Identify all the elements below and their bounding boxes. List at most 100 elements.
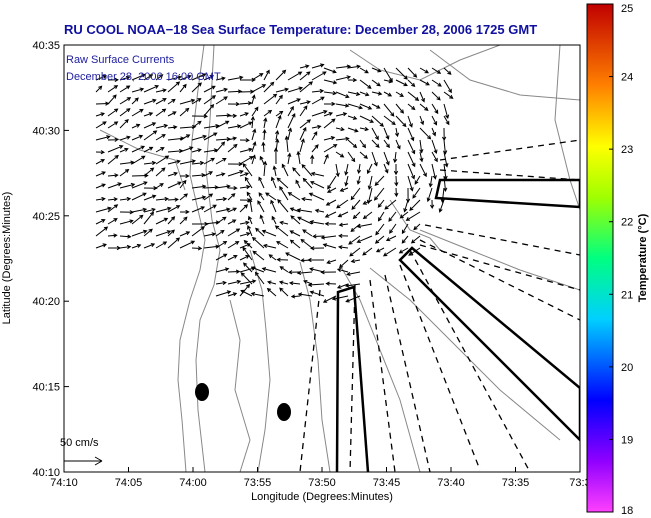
- current-vector-arrow: [287, 112, 296, 129]
- x-axis-label: Longitude (Degrees:Minutes): [251, 491, 393, 503]
- current-vector-arrow: [179, 209, 190, 215]
- x-tick-label: 74:00: [179, 477, 207, 489]
- current-vector-arrow: [143, 98, 157, 105]
- current-vector-arrow: [285, 252, 301, 261]
- current-vector-arrow: [167, 237, 181, 249]
- current-vector-arrow: [345, 295, 361, 303]
- current-vector-arrow: [248, 198, 253, 213]
- scale-arrow: 50 cm/s: [60, 437, 103, 466]
- current-vector-arrow: [324, 221, 337, 226]
- current-vector-arrow: [143, 186, 158, 191]
- current-vector-arrow: [419, 115, 425, 126]
- current-vector-arrow: [239, 184, 251, 190]
- current-vector-arrow: [371, 151, 378, 167]
- current-vector-arrow: [356, 163, 362, 175]
- bathymetry-contours: [99, 45, 580, 472]
- current-vector-arrow: [155, 74, 164, 81]
- current-vector-arrow: [95, 112, 105, 117]
- current-vector-arrow: [309, 181, 325, 189]
- current-vector-arrow: [356, 223, 373, 229]
- current-vector-arrow: [382, 247, 397, 257]
- current-vector-arrow: [251, 141, 257, 153]
- current-vector-arrow: [131, 192, 147, 201]
- x-tick-label: 73:3: [569, 477, 590, 489]
- chart-title: RU COOL NOAA−18 Sea Surface Temperature:…: [64, 22, 537, 37]
- current-vector-arrow: [167, 181, 182, 189]
- current-vector-arrow: [239, 220, 250, 225]
- current-vector-arrow: [203, 132, 218, 141]
- current-vector-arrow: [131, 214, 144, 225]
- current-vector-arrow: [314, 208, 325, 213]
- current-vector-arrow: [338, 222, 349, 227]
- current-vector-arrow: [311, 88, 325, 94]
- current-vector-arrow: [371, 127, 379, 141]
- current-vector-arrow: [215, 76, 226, 81]
- current-vector-arrow: [405, 211, 421, 221]
- current-vector-arrow: [239, 112, 249, 117]
- current-vector-arrow: [119, 118, 129, 129]
- current-vector-arrow: [167, 98, 176, 105]
- current-vector-arrow: [407, 175, 414, 192]
- marker-blob-east: [277, 403, 291, 421]
- current-vector-arrow: [131, 145, 146, 153]
- current-vector-arrow: [299, 105, 308, 117]
- current-vector-arrow: [262, 160, 268, 177]
- current-vector-arrow: [327, 175, 337, 190]
- current-vector-arrow: [274, 225, 289, 237]
- current-vector-arrow: [374, 175, 385, 186]
- current-vector-arrow: [362, 211, 373, 220]
- current-vector-arrow: [359, 67, 369, 74]
- current-vector-arrow: [242, 246, 253, 261]
- current-vector-arrow: [431, 163, 437, 180]
- current-vector-arrow: [119, 219, 134, 225]
- current-vector-arrow: [371, 139, 380, 148]
- current-vector-arrow: [323, 67, 337, 74]
- current-vector-arrow: [335, 163, 340, 178]
- current-vector-arrow: [191, 246, 203, 251]
- current-vector-arrow: [395, 115, 407, 128]
- current-vector-arrow: [431, 91, 441, 101]
- y-tick-label: 40:25: [32, 211, 60, 223]
- current-vector-arrow: [322, 243, 337, 249]
- current-vector-arrow: [227, 124, 242, 129]
- current-vector-arrow: [215, 120, 230, 129]
- current-vector-arrow: [265, 192, 277, 201]
- current-vector-arrow: [266, 287, 277, 297]
- current-vector-arrow: [405, 187, 411, 204]
- current-vector-arrow: [131, 87, 145, 93]
- current-vector-arrow: [239, 156, 254, 165]
- current-vector-arrow: [335, 136, 350, 141]
- current-vector-arrow: [179, 159, 197, 165]
- current-vector-arrow: [373, 187, 385, 201]
- current-vector-arrow: [107, 137, 119, 142]
- current-vector-arrow: [215, 197, 228, 202]
- current-vector-arrow: [431, 127, 436, 137]
- current-vector-arrow: [131, 207, 148, 213]
- current-vector-arrow: [179, 98, 196, 105]
- current-vector-arrow: [215, 253, 228, 261]
- current-vector-arrow: [443, 115, 450, 126]
- current-vector-arrow: [167, 81, 181, 93]
- current-vector-arrow: [155, 167, 166, 177]
- current-vector-arrow: [203, 104, 215, 117]
- current-vector-arrow: [389, 223, 397, 234]
- current-vector-arrow: [325, 199, 337, 206]
- current-vector-arrow: [107, 233, 118, 238]
- current-vector-arrow: [263, 81, 275, 93]
- current-vector-arrow: [407, 115, 413, 128]
- current-vector-arrow: [239, 147, 253, 153]
- current-vector-arrow: [119, 97, 132, 105]
- current-vector-arrow: [431, 151, 438, 163]
- current-vector-arrow: [215, 87, 228, 93]
- current-vector-arrow: [258, 176, 265, 189]
- current-vector-arrow: [344, 163, 349, 176]
- current-vector-arrow: [95, 219, 106, 225]
- current-vector-arrow: [275, 110, 284, 117]
- current-vector-arrow: [323, 101, 336, 107]
- current-vector-arrow: [359, 91, 370, 97]
- current-vector-arrow: [203, 232, 217, 237]
- current-vector-arrow: [394, 175, 399, 187]
- current-vector-arrow: [383, 139, 390, 149]
- channel-solid-boundaries: [335, 178, 580, 472]
- current-vector-arrow: [331, 295, 349, 301]
